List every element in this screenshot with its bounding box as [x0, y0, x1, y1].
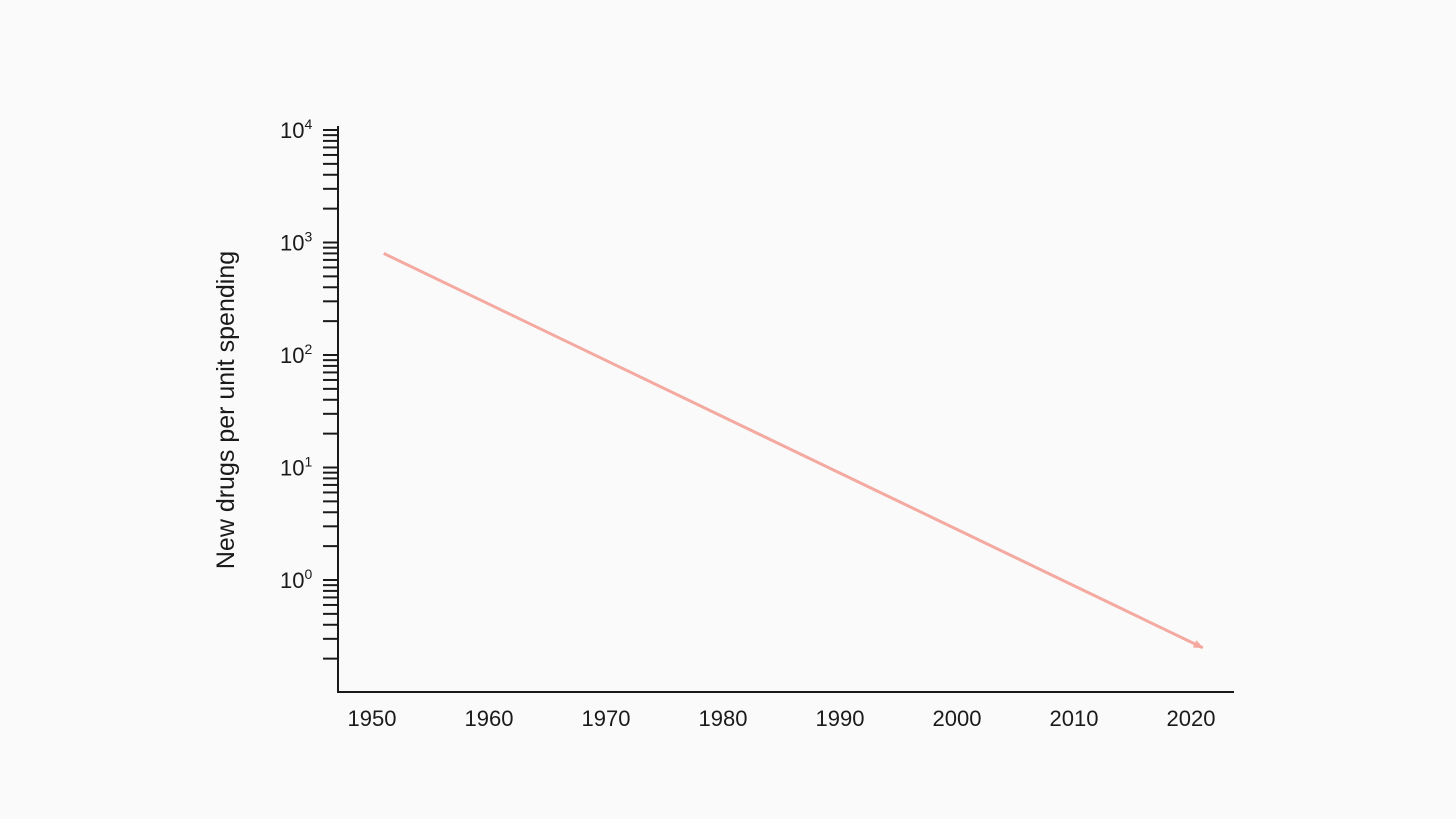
- y-tick-label: 102: [280, 341, 312, 368]
- y-axis-title: New drugs per unit spending: [212, 251, 240, 569]
- x-tick-label: 2020: [1167, 706, 1216, 731]
- x-tick-label: 1990: [816, 706, 865, 731]
- x-tick-label: 1970: [582, 706, 631, 731]
- x-axis-tick-labels: 1950 1960 1970 1980 1990 2000 2010 2020: [348, 706, 1216, 731]
- series-layer: [383, 252, 1204, 650]
- y-tick-label: 100: [280, 566, 312, 593]
- x-tick-label: 1980: [699, 706, 748, 731]
- y-tick-label: 103: [280, 229, 312, 256]
- x-tick-label: 1950: [348, 706, 397, 731]
- x-tick-label: 1960: [465, 706, 514, 731]
- y-axis-major-ticks: 104 103 102 101 100: [280, 116, 338, 593]
- x-tick-label: 2000: [933, 706, 982, 731]
- x-tick-label: 2010: [1050, 706, 1099, 731]
- trend-arrow: [383, 252, 1204, 650]
- y-axis-minor-ticks: [323, 134, 338, 660]
- y-tick-label: 104: [280, 116, 312, 143]
- y-tick-label: 101: [280, 454, 312, 481]
